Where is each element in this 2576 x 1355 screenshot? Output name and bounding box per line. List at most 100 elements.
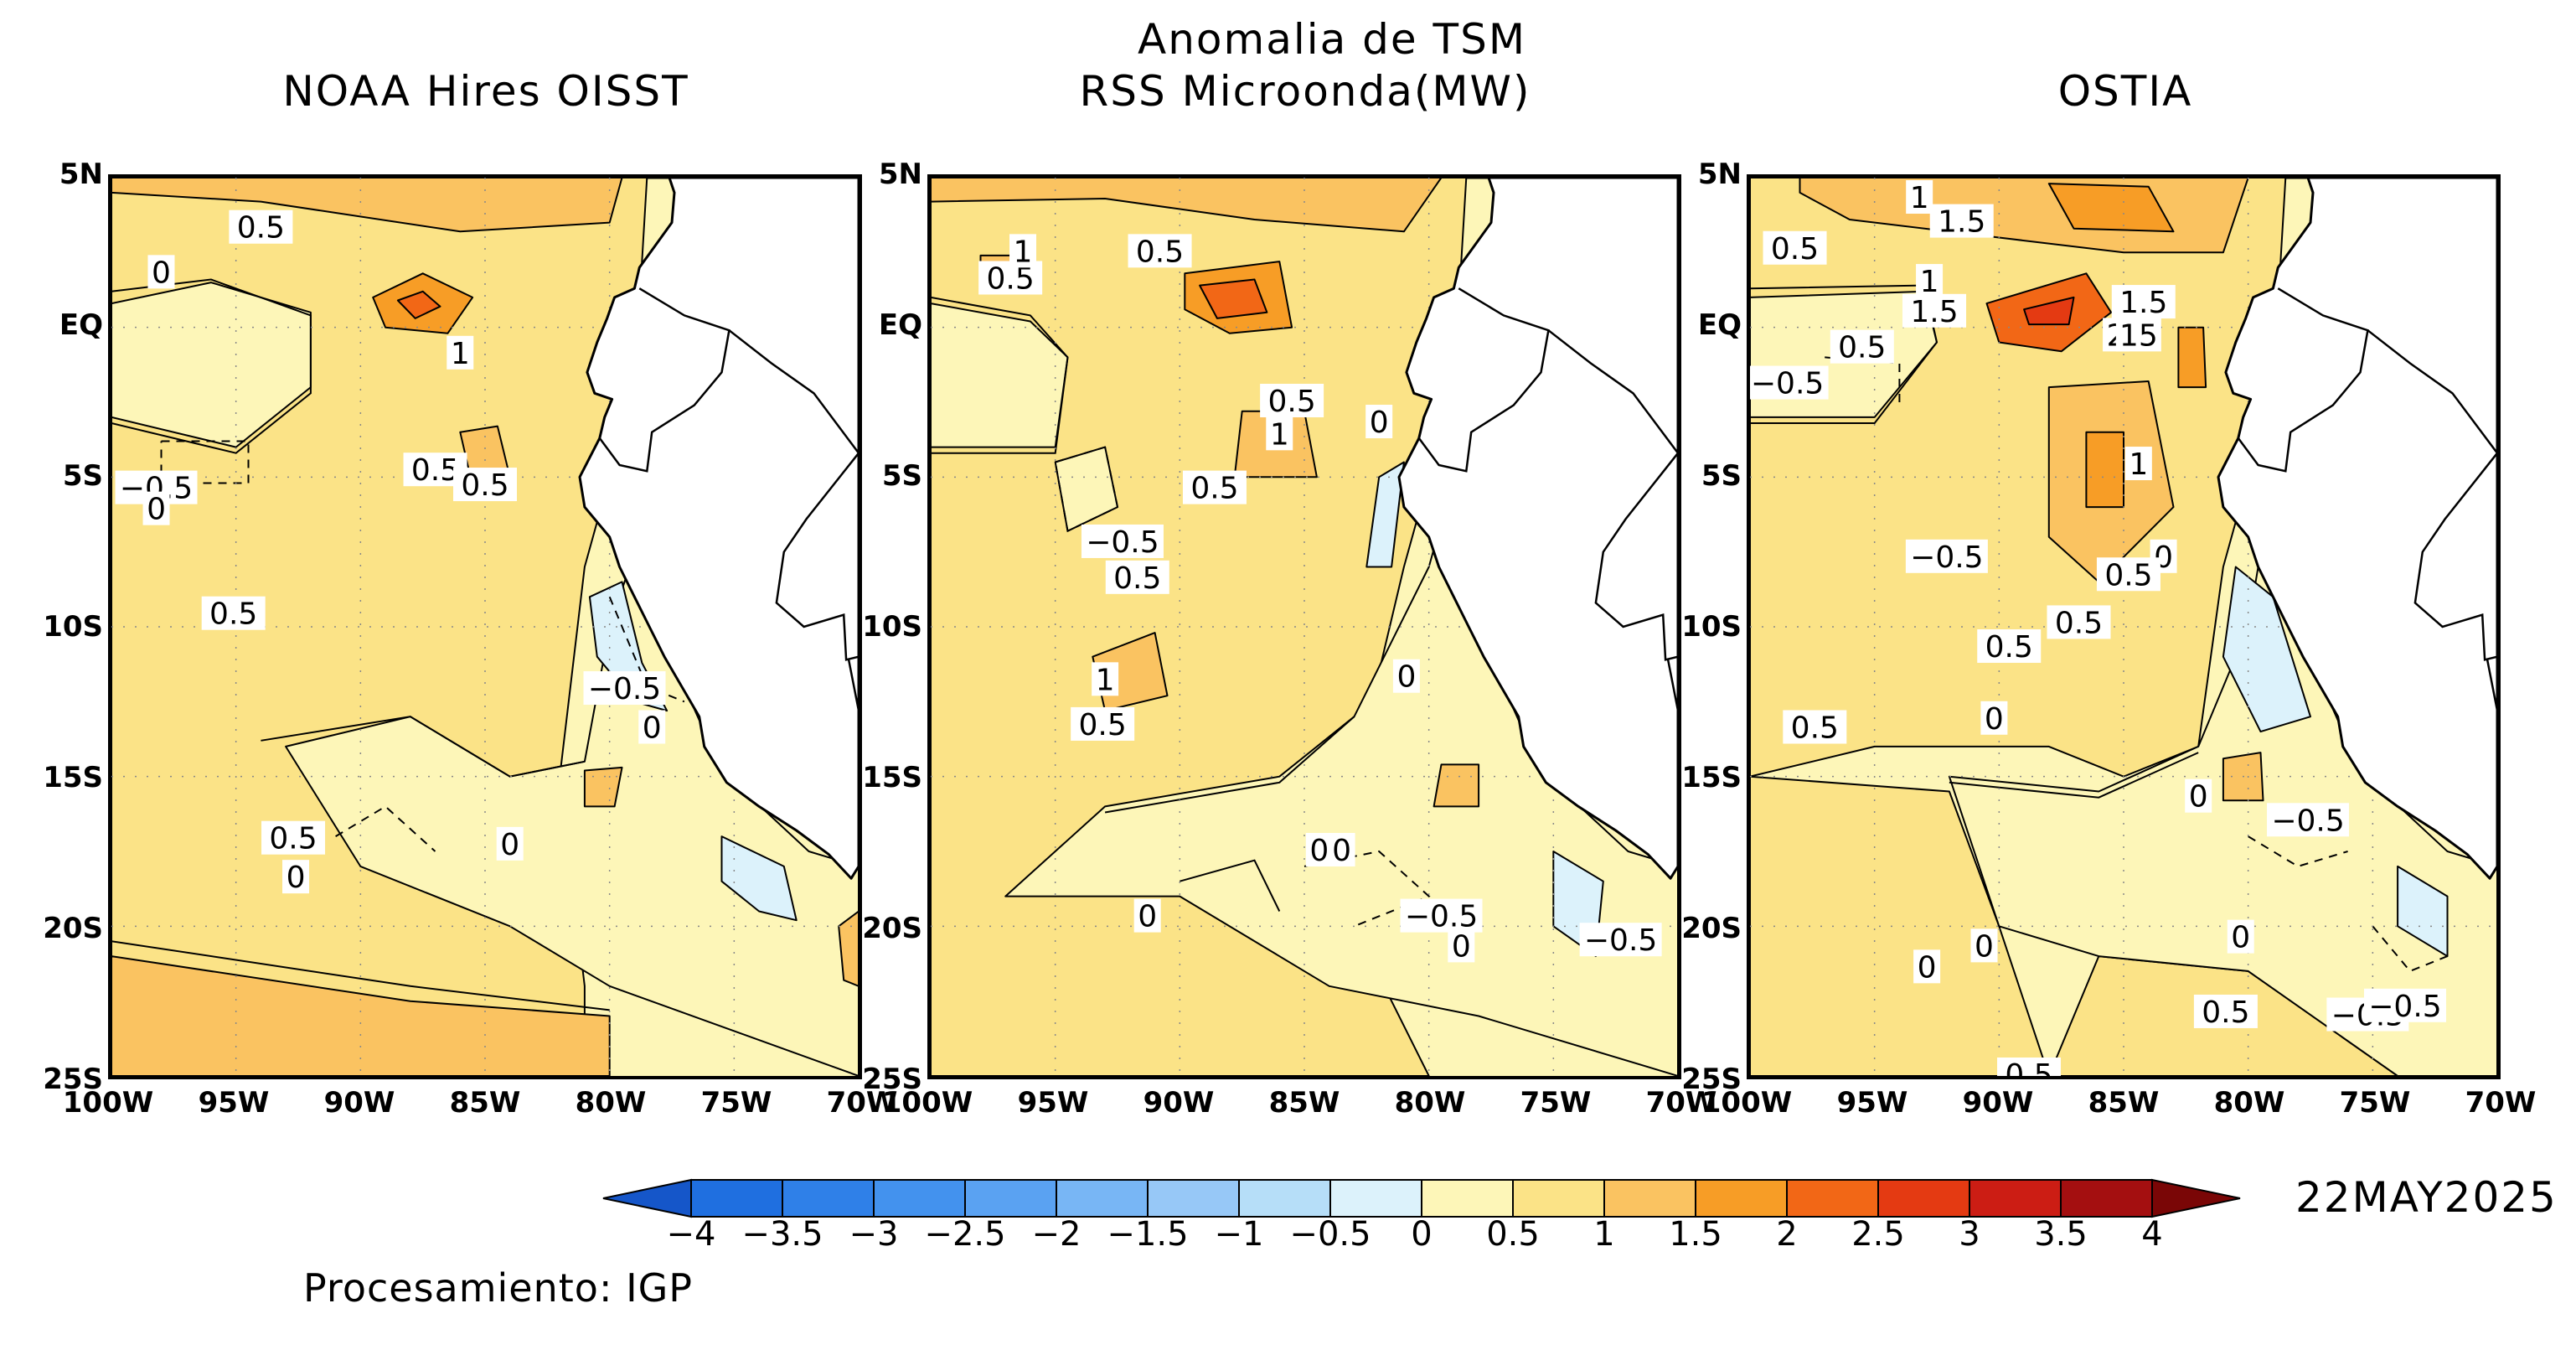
colorbar-segment — [1147, 1179, 1240, 1218]
negative-contour-line — [160, 440, 250, 484]
x-tick-label: 100W — [881, 1086, 973, 1120]
contour-label: 0 — [2227, 919, 2254, 955]
contour-label: 0.5 — [2047, 605, 2111, 640]
svg-text:0.5: 0.5 — [1985, 630, 2033, 665]
svg-text:0.5: 0.5 — [1268, 385, 1316, 419]
contour-label: 0 — [1913, 949, 1941, 985]
contour-label: 1.5 — [1929, 204, 1994, 240]
anomaly-region — [111, 178, 623, 233]
colorbar-segment — [1603, 1179, 1696, 1218]
anomaly-region — [2222, 566, 2311, 733]
y-tick-label: 20S — [43, 912, 103, 945]
contour-label: −0.5 — [2363, 988, 2446, 1024]
contour-label: 0.5 — [1763, 230, 1827, 266]
contour-label: 0 — [1392, 659, 1420, 695]
country-border — [1666, 659, 1678, 792]
country-border — [2237, 287, 2369, 473]
contour-label: 0.5 — [261, 820, 326, 856]
colorbar-segment — [1329, 1179, 1422, 1218]
svg-text:0: 0 — [643, 711, 662, 745]
svg-text:1: 1 — [451, 337, 470, 371]
contour-label: 0.5 — [2193, 994, 2258, 1030]
x-tick-label: 75W — [700, 1086, 772, 1120]
colorbar-segment — [1056, 1179, 1149, 1218]
svg-text:0: 0 — [500, 828, 519, 862]
contour-label: 0.5 — [2096, 557, 2160, 592]
country-border — [728, 329, 859, 454]
svg-text:0: 0 — [1309, 834, 1329, 868]
negative-contour-line — [335, 805, 436, 852]
y-tick-label: 15S — [1681, 761, 1742, 794]
y-tick-label: 5S — [1701, 459, 1742, 493]
svg-text:0.5: 0.5 — [1079, 708, 1127, 742]
x-tick-label: 95W — [1836, 1086, 1908, 1120]
y-tick-label: 5N — [59, 158, 103, 191]
contour-label: 0.5 — [1977, 629, 2042, 665]
x-tick-label: 75W — [1520, 1086, 1592, 1120]
y-tick-label: EQ — [1697, 308, 1742, 342]
y-tick-label: 25S — [862, 1063, 922, 1096]
contour-label: 0 — [1970, 928, 1998, 964]
anomaly-region — [1433, 763, 1480, 808]
colorbar-tick-label: −3 — [849, 1215, 899, 1254]
colorbar-tick-label: −4 — [666, 1215, 716, 1254]
contour-label: 0 — [1328, 833, 1355, 868]
x-tick-label: 90W — [1962, 1086, 2034, 1120]
svg-text:0.5: 0.5 — [209, 597, 257, 632]
contour-label: 1 — [1916, 264, 1944, 299]
svg-text:0: 0 — [147, 493, 166, 527]
contour-label: 0.5 — [201, 596, 266, 632]
anomaly-region — [1750, 775, 2050, 1076]
anomaly-region — [720, 835, 798, 922]
anomaly-region — [1750, 178, 2287, 778]
x-tick-label: 80W — [2213, 1086, 2285, 1120]
x-tick-label: 90W — [323, 1086, 395, 1120]
contour-label: 1.5 — [2111, 285, 2176, 320]
contour-label: 1 — [447, 335, 474, 371]
contour-label: 1 — [1906, 180, 1933, 215]
contour-label: −0.5 — [115, 470, 198, 506]
x-tick-label: 95W — [1017, 1086, 1089, 1120]
svg-text:0.5: 0.5 — [411, 453, 459, 488]
contour-label: 0 — [142, 491, 170, 527]
anomaly-region — [2047, 183, 2175, 233]
svg-text:1: 1 — [1910, 181, 1929, 215]
colorbar-tick-label: −2.5 — [924, 1215, 1006, 1254]
svg-text:0: 0 — [2231, 921, 2250, 955]
contour-label: 1.5 — [1902, 293, 1967, 329]
map-panel-ostia: 11.50.511.50.51.5215−0.510−0.50.500.50.5… — [1747, 174, 2501, 1079]
x-tick-label: 100W — [1701, 1086, 1793, 1120]
y-tick-label: 5S — [881, 459, 922, 493]
svg-text:0: 0 — [1985, 702, 2004, 737]
svg-text:0.5: 0.5 — [269, 822, 317, 856]
contour-label: 1 — [2124, 447, 2152, 482]
contour-label: 15 — [2115, 318, 2161, 353]
colorbar-tick-label: 2.5 — [1851, 1215, 1905, 1254]
svg-text:0: 0 — [1975, 929, 1994, 964]
contour-label: −0.5 — [583, 671, 666, 706]
colorbar-tick-label: 3 — [1959, 1215, 1980, 1254]
svg-text:−0.5: −0.5 — [1086, 525, 1159, 560]
svg-text:−0.5: −0.5 — [1751, 367, 1824, 401]
contour-line — [1180, 859, 1281, 912]
y-tick-label: 10S — [862, 610, 922, 644]
contour-line — [261, 716, 586, 778]
svg-text:1.5: 1.5 — [1910, 295, 1958, 329]
contour-label: 0.5 — [1997, 1058, 2062, 1076]
colorbar-high-arrow — [2151, 1178, 2241, 1218]
svg-text:0: 0 — [1370, 406, 1389, 440]
svg-text:0.5: 0.5 — [237, 211, 285, 246]
svg-text:15: 15 — [2119, 318, 2158, 353]
svg-text:0.5: 0.5 — [2055, 606, 2103, 640]
svg-text:0: 0 — [2189, 780, 2208, 815]
country-border — [2367, 329, 2497, 454]
contour-label: 0 — [1448, 928, 1475, 964]
x-tick-label: 80W — [1394, 1086, 1466, 1120]
contour-label: 0.5 — [1830, 329, 1894, 365]
y-tick-label: 15S — [862, 761, 922, 794]
svg-text:1.5: 1.5 — [2119, 286, 2167, 320]
contour-label: 0 — [282, 860, 310, 895]
contour-label: −0.5 — [1905, 539, 1988, 575]
sst-anomaly-map-ostia: 11.50.511.50.51.5215−0.510−0.50.500.50.5… — [1750, 178, 2497, 1076]
